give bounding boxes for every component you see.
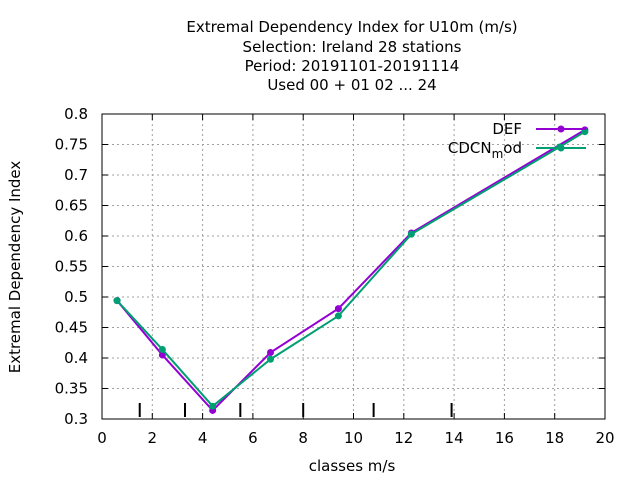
grid-lines <box>102 114 605 419</box>
data-point <box>158 345 166 353</box>
x-tick-label: 2 <box>148 429 158 447</box>
x-tick-label: 6 <box>248 429 258 447</box>
x-tick-label: 14 <box>445 429 464 447</box>
y-tick-label: 0.65 <box>55 197 88 215</box>
legend-marker <box>557 144 565 152</box>
x-tick-label: 18 <box>545 429 564 447</box>
x-tick-label: 8 <box>298 429 308 447</box>
data-point <box>267 349 275 357</box>
data-point <box>113 297 121 305</box>
y-tick-label: 0.7 <box>64 166 88 184</box>
title-line-3: Period: 20191101-20191114 <box>245 57 460 75</box>
y-tick-label: 0.75 <box>55 136 88 154</box>
title-line-1: Extremal Dependency Index for U10m (m/s) <box>186 18 517 36</box>
x-tick-label: 10 <box>344 429 363 447</box>
y-tick-label: 0.5 <box>64 288 88 306</box>
y-tick-label: 0.4 <box>64 349 88 367</box>
y-tick-label: 0.3 <box>64 410 88 428</box>
y-tick-label: 0.8 <box>64 105 88 123</box>
legend-label: DEF <box>492 120 522 138</box>
x-tick-label: 16 <box>495 429 514 447</box>
legend-label: CDCNmod <box>448 139 522 161</box>
plot-frame <box>101 113 606 420</box>
y-tick-label: 0.55 <box>55 258 88 276</box>
data-point <box>334 305 342 313</box>
data-point <box>158 351 166 359</box>
y-tick-label: 0.45 <box>55 319 88 337</box>
x-axis-label: classes m/s <box>309 457 396 475</box>
x-tick-label: 12 <box>394 429 413 447</box>
chart-title: Extremal Dependency Index for U10m (m/s)… <box>186 18 517 94</box>
x-tick-label: 0 <box>97 429 107 447</box>
x-tick-label: 4 <box>198 429 208 447</box>
data-point <box>209 402 217 410</box>
series-line-0 <box>116 129 586 412</box>
data-point <box>334 312 342 320</box>
y-tick-label: 0.6 <box>64 227 88 245</box>
y-axis-label: Extremal Dependency Index <box>6 161 24 374</box>
x-tick-labels: 0 2 4 6 8 10 12 14 16 18 20 <box>97 429 614 447</box>
data-point <box>407 230 415 238</box>
legend-marker <box>557 125 565 133</box>
class-boundary-ticks <box>138 403 453 417</box>
title-line-4: Used 00 + 01 02 ... 24 <box>267 76 436 94</box>
series-line-1 <box>116 130 586 408</box>
data-point <box>267 355 275 363</box>
x-tick-label: 20 <box>595 429 614 447</box>
y-tick-labels: 0.3 0.35 0.4 0.45 0.5 0.55 0.6 0.65 0.7 0.75 0.8 <box>55 105 88 428</box>
series-lines <box>113 126 589 414</box>
title-line-2: Selection: Ireland 28 stations <box>243 38 462 56</box>
y-tick-label: 0.35 <box>55 380 88 398</box>
